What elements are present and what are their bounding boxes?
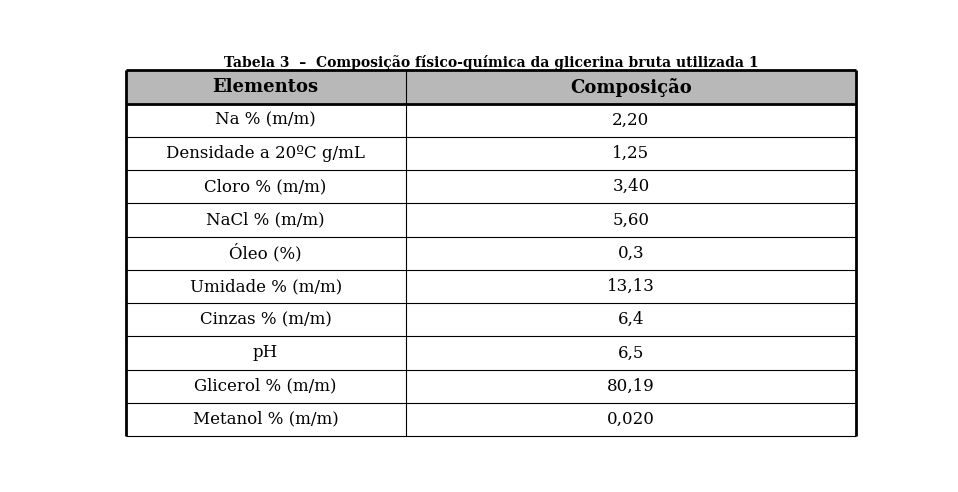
Text: Umidade % (m/m): Umidade % (m/m) bbox=[190, 278, 342, 295]
Text: Tabela 3  –  Composição físico-química da glicerina bruta utilizada 1: Tabela 3 – Composição físico-química da … bbox=[223, 55, 759, 70]
Bar bbox=[125, 237, 856, 270]
Text: Na % (m/m): Na % (m/m) bbox=[216, 112, 316, 129]
Bar bbox=[125, 137, 856, 170]
Text: Composição: Composição bbox=[570, 78, 692, 96]
Bar bbox=[125, 369, 856, 403]
Bar bbox=[125, 104, 856, 137]
Text: 2,20: 2,20 bbox=[612, 112, 650, 129]
Text: Cinzas % (m/m): Cinzas % (m/m) bbox=[199, 311, 331, 328]
Text: 0,3: 0,3 bbox=[618, 245, 644, 262]
Text: 80,19: 80,19 bbox=[607, 378, 655, 395]
Text: 3,40: 3,40 bbox=[612, 178, 650, 195]
Bar bbox=[125, 303, 856, 337]
Bar bbox=[125, 337, 856, 369]
Bar bbox=[125, 403, 856, 436]
Text: 5,60: 5,60 bbox=[612, 212, 650, 228]
Text: 6,4: 6,4 bbox=[618, 311, 644, 328]
Text: Elementos: Elementos bbox=[213, 78, 319, 96]
Text: Óleo (%): Óleo (%) bbox=[229, 244, 302, 263]
Text: Cloro % (m/m): Cloro % (m/m) bbox=[204, 178, 327, 195]
Text: NaCl % (m/m): NaCl % (m/m) bbox=[206, 212, 325, 228]
Text: pH: pH bbox=[253, 344, 278, 362]
Bar bbox=[125, 70, 856, 104]
Text: Densidade a 20ºC g/mL: Densidade a 20ºC g/mL bbox=[166, 145, 365, 162]
Text: 1,25: 1,25 bbox=[612, 145, 650, 162]
Text: 13,13: 13,13 bbox=[607, 278, 655, 295]
Text: 0,020: 0,020 bbox=[607, 411, 655, 428]
Bar bbox=[125, 203, 856, 237]
Text: Glicerol % (m/m): Glicerol % (m/m) bbox=[194, 378, 337, 395]
Text: 6,5: 6,5 bbox=[618, 344, 644, 362]
Text: Metanol % (m/m): Metanol % (m/m) bbox=[193, 411, 338, 428]
Bar bbox=[125, 170, 856, 203]
Bar bbox=[125, 270, 856, 303]
